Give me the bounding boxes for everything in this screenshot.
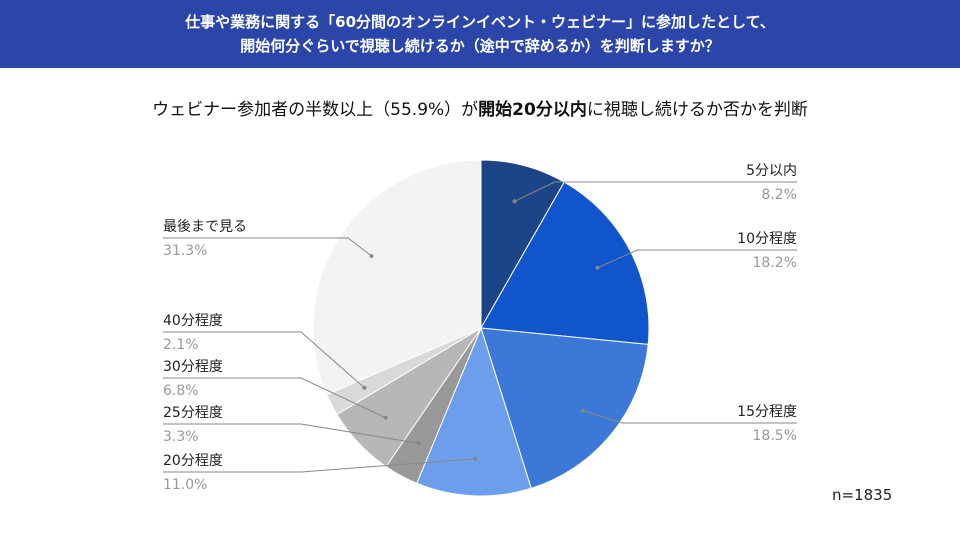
leader-dot-6 bbox=[383, 415, 388, 420]
leader-dot-3 bbox=[580, 408, 585, 413]
slice-label-2: 10分程度 bbox=[737, 231, 797, 247]
slice-value-8: 31.3% bbox=[163, 243, 207, 259]
leader-line-8 bbox=[163, 237, 372, 257]
sample-size: n=1835 bbox=[832, 486, 893, 504]
slice-label-5: 25分程度 bbox=[163, 405, 223, 421]
leader-dot-4 bbox=[473, 456, 478, 461]
slice-value-5: 3.3% bbox=[163, 429, 199, 445]
chart-subtitle: ウェビナー参加者の半数以上（55.9%）が開始20分以内に視聴し続けるか否かを判… bbox=[0, 95, 960, 120]
pie-slice-3 bbox=[480, 327, 649, 489]
slice-label-group-2: 10分程度 18.2% bbox=[595, 231, 797, 271]
slice-value-4: 11.0% bbox=[163, 477, 207, 493]
subtitle-post: に視聴し続けるか否かを判断 bbox=[586, 100, 808, 120]
leader-line-4 bbox=[163, 458, 476, 473]
title-banner: 仕事や業務に関する「60分間のオンラインイベント・ウェビナー」に参加したとして、… bbox=[0, 0, 960, 68]
leader-line-7 bbox=[163, 331, 365, 389]
leader-line-3 bbox=[582, 410, 797, 424]
subtitle-bold: 開始20分以内 bbox=[478, 100, 587, 120]
slice-label-group-8: 最後まで見る 31.3% bbox=[163, 219, 374, 259]
title-line-2: 開始何分ぐらいで視聴し続けるか（途中で辞めるか）を判断しますか？ bbox=[240, 37, 720, 55]
title-line-1: 仕事や業務に関する「60分間のオンラインイベント・ウェビナー」に参加したとして、 bbox=[185, 13, 775, 31]
pie-slice-4 bbox=[416, 326, 532, 497]
slice-label-8: 最後まで見る bbox=[163, 219, 247, 235]
slice-value-3: 18.5% bbox=[753, 428, 797, 444]
leader-line-5 bbox=[163, 423, 419, 444]
leader-dot-2 bbox=[595, 265, 600, 270]
slice-value-1: 8.2% bbox=[761, 187, 797, 203]
pie-slice-8 bbox=[312, 159, 482, 396]
slice-label-7: 40分程度 bbox=[163, 313, 223, 329]
slice-label-group-4: 20分程度 11.0% bbox=[163, 453, 478, 493]
slice-label-1: 5分以内 bbox=[746, 163, 797, 179]
slice-label-4: 20分程度 bbox=[163, 453, 223, 469]
leader-line-2 bbox=[597, 249, 797, 269]
slice-label-6: 30分程度 bbox=[163, 359, 223, 375]
subtitle-pre: ウェビナー参加者の半数以上（55.9%）が bbox=[152, 100, 479, 120]
slice-value-6: 6.8% bbox=[163, 383, 199, 399]
leader-dot-8 bbox=[369, 254, 374, 258]
slice-label-group-6: 30分程度 6.8% bbox=[163, 359, 388, 420]
leader-dot-1 bbox=[512, 199, 517, 204]
pie-slice-1 bbox=[480, 159, 565, 330]
slice-label-group-1: 5分以内 8.2% bbox=[512, 163, 797, 204]
slice-label-group-7: 40分程度 2.1% bbox=[163, 313, 367, 390]
pie-slice-2 bbox=[480, 181, 650, 345]
slice-label-group-3: 15分程度 18.5% bbox=[580, 404, 797, 444]
leader-dot-5 bbox=[416, 441, 421, 446]
slice-label-3: 15分程度 bbox=[737, 404, 797, 420]
slice-label-group-5: 25分程度 3.3% bbox=[163, 405, 421, 446]
leader-line-6 bbox=[163, 377, 386, 419]
slice-value-7: 2.1% bbox=[163, 337, 199, 353]
leader-line-1 bbox=[514, 181, 797, 202]
leader-dot-7 bbox=[362, 385, 367, 390]
slice-value-2: 18.2% bbox=[753, 255, 797, 271]
